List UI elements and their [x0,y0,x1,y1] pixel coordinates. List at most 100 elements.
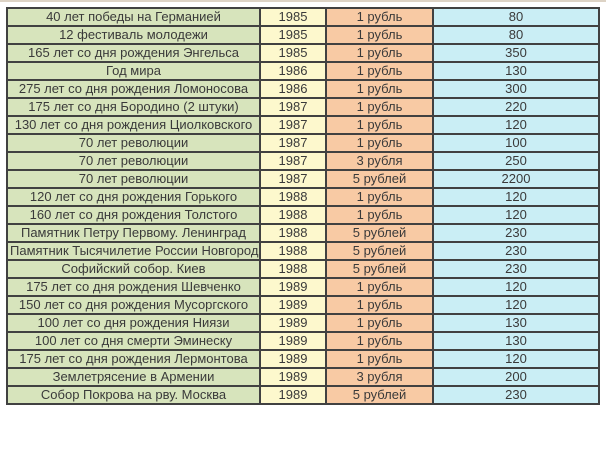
coin-name-cell[interactable]: Год мира [6,61,261,81]
year-cell[interactable]: 1989 [259,277,327,297]
year-cell[interactable]: 1989 [259,385,327,405]
price-cell[interactable]: 2200 [432,169,600,189]
coin-name-cell[interactable]: 275 лет со дня рождения Ломоносова [6,79,261,99]
year-cell[interactable]: 1986 [259,79,327,99]
denomination-cell[interactable]: 5 рублей [325,385,434,405]
price-cell[interactable]: 230 [432,259,600,279]
table-row: 150 лет со дня рождения Мусоргского 1989 1… [6,295,600,315]
table-row: 70 лет революции 1987 1 рубль 100 [6,133,600,153]
denomination-cell[interactable]: 1 рубль [325,115,434,135]
price-cell[interactable]: 80 [432,25,600,45]
year-cell[interactable]: 1985 [259,7,327,27]
price-cell[interactable]: 130 [432,313,600,333]
year-cell[interactable]: 1986 [259,61,327,81]
table-row: Памятник Тысячилетие России Новгород 1988… [6,241,600,261]
denomination-cell[interactable]: 1 рубль [325,205,434,225]
price-cell[interactable]: 200 [432,367,600,387]
denomination-cell[interactable]: 1 рубль [325,349,434,369]
coin-name-cell[interactable]: 70 лет революции [6,133,261,153]
year-cell[interactable]: 1989 [259,313,327,333]
price-cell[interactable]: 230 [432,241,600,261]
price-cell[interactable]: 220 [432,97,600,117]
table-row: 130 лет со дня рождения Циолковского 1987… [6,115,600,135]
price-cell[interactable]: 120 [432,277,600,297]
denomination-cell[interactable]: 1 рубль [325,277,434,297]
price-cell[interactable]: 120 [432,349,600,369]
coin-name-cell[interactable]: 70 лет революции [6,169,261,189]
year-cell[interactable]: 1989 [259,295,327,315]
denomination-cell[interactable]: 1 рубль [325,43,434,63]
denomination-cell[interactable]: 5 рублей [325,223,434,243]
table-row: 175 лет со дня рождения Шевченко 1989 1 ру… [6,277,600,297]
year-cell[interactable]: 1988 [259,241,327,261]
denomination-cell[interactable]: 5 рублей [325,241,434,261]
coin-name-cell[interactable]: 120 лет со дня рождения Горького [6,187,261,207]
denomination-cell[interactable]: 5 рублей [325,259,434,279]
coin-name-cell[interactable]: 100 лет со дня рождения Ниязи [6,313,261,333]
year-cell[interactable]: 1987 [259,115,327,135]
coin-name-cell[interactable]: 150 лет со дня рождения Мусоргского [6,295,261,315]
year-cell[interactable]: 1988 [259,187,327,207]
table-row: 160 лет со дня рождения Толстого 1988 1 ру… [6,205,600,225]
denomination-cell[interactable]: 1 рубль [325,295,434,315]
denomination-cell[interactable]: 1 рубль [325,97,434,117]
coin-name-cell[interactable]: 100 лет со дня смерти Эминеску [6,331,261,351]
coin-name-cell[interactable]: 130 лет со дня рождения Циолковского [6,115,261,135]
coin-name-cell[interactable]: Собор Покрова на рву. Москва [6,385,261,405]
price-cell[interactable]: 230 [432,385,600,405]
price-cell[interactable]: 120 [432,115,600,135]
year-cell[interactable]: 1985 [259,43,327,63]
price-cell[interactable]: 130 [432,331,600,351]
year-cell[interactable]: 1988 [259,259,327,279]
denomination-cell[interactable]: 5 рублей [325,169,434,189]
coin-name-cell[interactable]: Памятник Петру Первому. Ленинград [6,223,261,243]
coin-name-cell[interactable]: 175 лет со дня Бородино (2 штуки) [6,97,261,117]
year-cell[interactable]: 1987 [259,97,327,117]
coin-name-cell[interactable]: 40 лет победы на Германией [6,7,261,27]
price-cell[interactable]: 350 [432,43,600,63]
coin-name-cell[interactable]: 175 лет со дня рождения Лермонтова [6,349,261,369]
denomination-cell[interactable]: 3 рубля [325,151,434,171]
coin-name-cell[interactable]: 12 фестиваль молодежи [6,25,261,45]
year-cell[interactable]: 1988 [259,205,327,225]
price-cell[interactable]: 130 [432,61,600,81]
denomination-cell[interactable]: 1 рубль [325,61,434,81]
coin-name-cell[interactable]: 165 лет со дня рождения Энгельса [6,43,261,63]
cropped-content-edge [0,0,606,2]
table-row: 40 лет победы на Германией 1985 1 рубль 80 [6,7,600,27]
denomination-cell[interactable]: 1 рубль [325,313,434,333]
year-cell[interactable]: 1985 [259,25,327,45]
denomination-cell[interactable]: 1 рубль [325,7,434,27]
price-cell[interactable]: 120 [432,205,600,225]
price-cell[interactable]: 120 [432,295,600,315]
year-cell[interactable]: 1987 [259,133,327,153]
coin-name-cell[interactable]: 175 лет со дня рождения Шевченко [6,277,261,297]
table-row: 70 лет революции 1987 5 рублей 2200 [6,169,600,189]
coin-price-table: 40 лет победы на Германией 1985 1 рубль 80 1… [6,7,600,405]
denomination-cell[interactable]: 1 рубль [325,133,434,153]
denomination-cell[interactable]: 3 рубля [325,367,434,387]
year-cell[interactable]: 1989 [259,367,327,387]
coin-name-cell[interactable]: 70 лет революции [6,151,261,171]
price-cell[interactable]: 250 [432,151,600,171]
price-cell[interactable]: 120 [432,187,600,207]
coin-name-cell[interactable]: Памятник Тысячилетие России Новгород [6,241,261,261]
denomination-cell[interactable]: 1 рубль [325,187,434,207]
denomination-cell[interactable]: 1 рубль [325,79,434,99]
year-cell[interactable]: 1987 [259,151,327,171]
table-row: 120 лет со дня рождения Горького 1988 1 ру… [6,187,600,207]
price-cell[interactable]: 100 [432,133,600,153]
table-row: 165 лет со дня рождения Энгельса 1985 1 ру… [6,43,600,63]
price-cell[interactable]: 300 [432,79,600,99]
year-cell[interactable]: 1989 [259,331,327,351]
denomination-cell[interactable]: 1 рубль [325,331,434,351]
price-cell[interactable]: 230 [432,223,600,243]
year-cell[interactable]: 1989 [259,349,327,369]
coin-name-cell[interactable]: Землетрясение в Армении [6,367,261,387]
denomination-cell[interactable]: 1 рубль [325,25,434,45]
coin-name-cell[interactable]: 160 лет со дня рождения Толстого [6,205,261,225]
year-cell[interactable]: 1987 [259,169,327,189]
coin-name-cell[interactable]: Софийский собор. Киев [6,259,261,279]
year-cell[interactable]: 1988 [259,223,327,243]
price-cell[interactable]: 80 [432,7,600,27]
